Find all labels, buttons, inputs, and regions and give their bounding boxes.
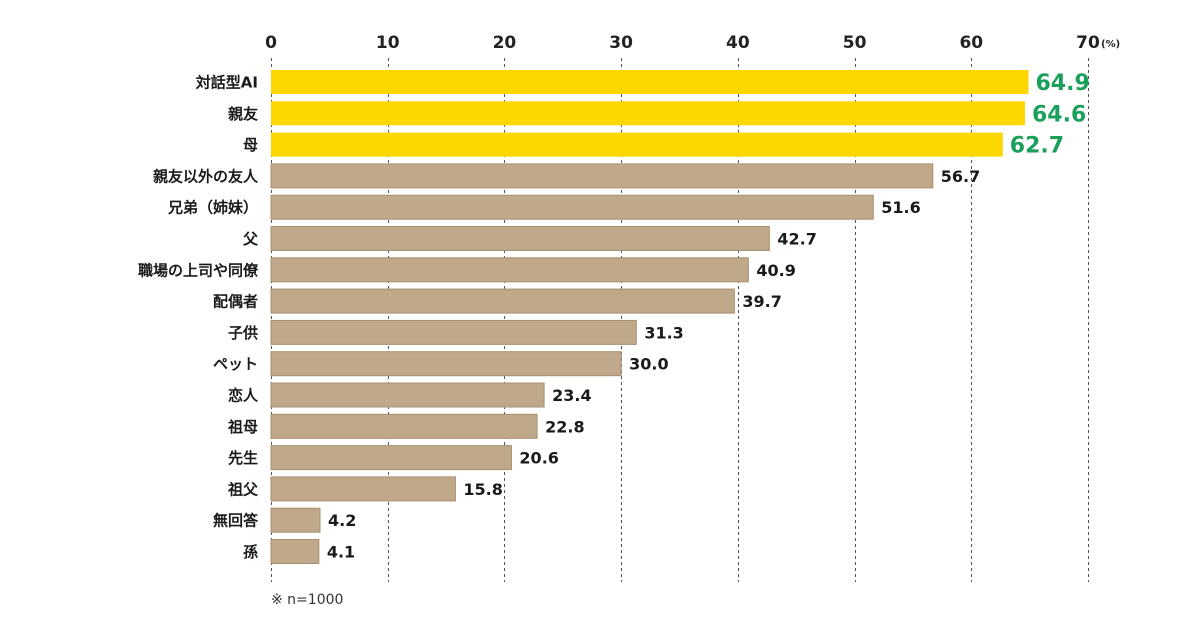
category-label: ペット [213, 355, 258, 373]
x-tick-label: 30 [609, 33, 633, 53]
bar [270, 413, 538, 439]
value-label: 64.6 [1032, 102, 1086, 127]
bar [270, 257, 749, 283]
value-label: 4.1 [327, 543, 355, 562]
sample-size-note: ※ n=1000 [271, 592, 343, 608]
category-label: 配偶者 [213, 293, 258, 311]
x-tick-label: 70 [1076, 33, 1100, 53]
x-tick-label: 60 [959, 33, 983, 53]
value-label: 15.8 [463, 480, 502, 499]
highlighted-bar [271, 70, 1029, 94]
bar [270, 507, 321, 533]
bar [270, 476, 456, 502]
bar [270, 382, 545, 408]
value-label: 4.2 [328, 511, 356, 530]
x-axis-ticks: 0 10 20 30 40 50 60 70 [265, 33, 1100, 53]
x-tick-label: 10 [376, 33, 400, 53]
value-label: 51.6 [881, 198, 920, 217]
category-label: 恋人 [228, 387, 259, 405]
category-label: 母 [243, 136, 258, 154]
bar [270, 226, 770, 251]
value-label: 30.0 [629, 355, 668, 374]
category-label: 無回答 [213, 512, 259, 530]
bar [270, 319, 637, 345]
x-tick-label: 20 [493, 33, 517, 53]
bar [270, 194, 874, 220]
category-label: 親友 [228, 105, 258, 123]
category-label: 親友以外の友人 [153, 167, 259, 185]
category-label: 対話型AI [195, 74, 258, 92]
value-label: 22.8 [545, 417, 584, 436]
bar [270, 445, 512, 471]
value-label: 42.7 [777, 230, 816, 249]
category-label: 職場の上司や同僚 [138, 261, 259, 279]
value-label: 31.3 [644, 323, 683, 342]
value-label: 62.7 [1010, 134, 1064, 159]
value-labels: 64.9 64.6 62.7 56.7 51.6 42.7 40.9 39.7 31.3 30.0… [327, 71, 1090, 562]
value-label: 56.7 [941, 167, 980, 186]
bar [270, 288, 735, 314]
value-label: 64.9 [1035, 71, 1089, 96]
value-label: 39.7 [742, 292, 781, 311]
x-tick-label: 40 [726, 33, 750, 53]
highlighted-bar [271, 101, 1025, 126]
category-label: 祖母 [227, 418, 258, 436]
bar [270, 163, 934, 189]
category-label: 先生 [228, 449, 258, 467]
category-label: 祖父 [227, 480, 259, 498]
x-tick-label: 50 [843, 33, 867, 53]
x-axis-unit-label: (%) [1101, 39, 1120, 50]
value-label: 20.6 [519, 449, 558, 468]
highlighted-bar [271, 132, 1003, 157]
category-label: 孫 [243, 543, 258, 561]
bar [270, 351, 622, 377]
category-label: 父 [242, 230, 259, 248]
bars [270, 70, 1029, 564]
x-tick-label: 0 [265, 33, 277, 53]
category-label: 兄弟（姉妹） [167, 199, 258, 217]
bar [270, 539, 320, 564]
value-label: 23.4 [552, 386, 591, 405]
category-label: 子供 [228, 324, 258, 342]
value-label: 40.9 [756, 261, 795, 280]
